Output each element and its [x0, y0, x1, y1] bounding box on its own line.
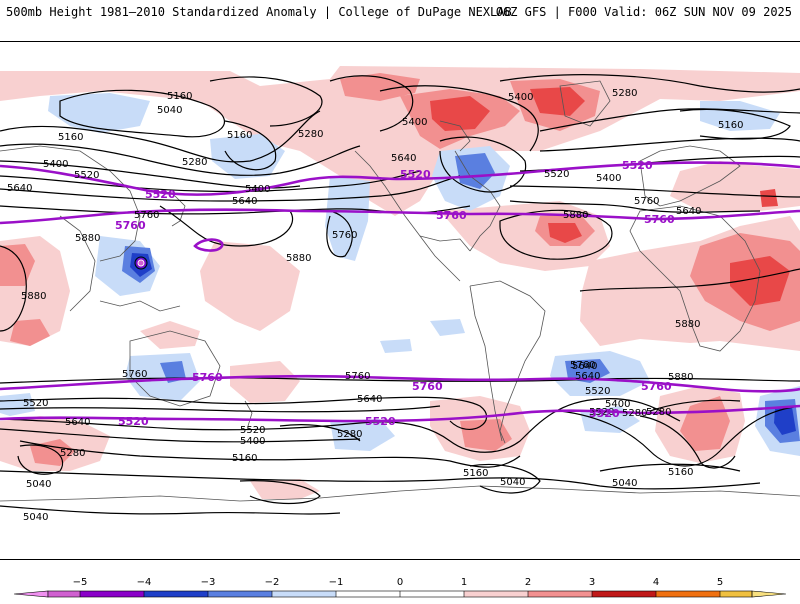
contour-label: 5040 [157, 105, 182, 116]
contour-label: 5640 [357, 394, 382, 405]
contour-label: 5160 [58, 132, 83, 143]
contour-label: 5760 [345, 371, 370, 382]
coastlines [0, 80, 800, 502]
contour-label: 5400 [402, 117, 427, 128]
contour-label: 5520 [23, 398, 48, 409]
colorbar-tick-label: 5 [717, 577, 723, 588]
contour-label: 5280 [612, 88, 637, 99]
colorbar-tick-label: 2 [525, 577, 531, 588]
contour-label: 5640 [575, 371, 600, 382]
colorbar-tick-label: −1 [329, 577, 344, 588]
contour-label-highlight: 5760 [644, 213, 675, 226]
contour-label: 5880 [75, 233, 100, 244]
contour-label: 5880 [563, 210, 588, 221]
contour-label: 5760 [570, 360, 595, 371]
contour-label-highlight: 5760 [192, 371, 223, 384]
highlight-contours [0, 161, 800, 423]
contour-label: 5880 [21, 291, 46, 302]
contour-label: 5760 [122, 369, 147, 380]
contour-label: 5160 [668, 467, 693, 478]
contour-label-highlight: 5760 [641, 380, 672, 393]
contour-label: 5760 [134, 210, 159, 221]
contour-label: 5160 [167, 91, 192, 102]
contour-label: 5400 [605, 399, 630, 410]
contour-label-highlight: 5760 [115, 219, 146, 232]
contour-label: 5280 [622, 408, 647, 419]
contour-label: 5280 [60, 448, 85, 459]
colorbar-tick-label: −4 [137, 577, 152, 588]
contour-label: 5280 [337, 429, 362, 440]
contour-label: 5160 [718, 120, 743, 131]
contour-label: 5400 [596, 173, 621, 184]
contour-label-highlight: 5520 [118, 415, 149, 428]
height-contours [0, 74, 800, 515]
contour-label-highlight: 5520 [589, 407, 620, 420]
contour-label: 5160 [232, 453, 257, 464]
contour-label: 5640 [65, 417, 90, 428]
contour-label: 5640 [572, 361, 597, 372]
contour-label: 5040 [500, 477, 525, 488]
contour-label: 5640 [232, 196, 257, 207]
contour-label: 5040 [612, 478, 637, 489]
anomaly-colorbar: −5 −4 −3 −2 −1 0 1 2 3 4 5 [0, 560, 800, 600]
colorbar-tick-label: 4 [653, 577, 659, 588]
contour-labels: 5160 5040 5160 5160 5280 5400 5520 5640 … [7, 88, 743, 523]
colorbar-ticks: −5 −4 −3 −2 −1 0 1 2 3 4 5 [73, 577, 724, 588]
contour-label-highlight: 5760 [436, 209, 467, 222]
contour-label: 5640 [7, 183, 32, 194]
contour-label-highlight: 5760 [412, 380, 443, 393]
colorbar-tick-label: 1 [461, 577, 467, 588]
contour-label: 5280 [182, 157, 207, 168]
contour-label: 5040 [23, 512, 48, 523]
tropical-cyclone-marker [134, 256, 148, 270]
contour-label: 5760 [634, 196, 659, 207]
map-title: 500mb Height 1981–2010 Standardized Anom… [6, 5, 512, 19]
contour-label: 5520 [544, 169, 569, 180]
contour-label: 5160 [227, 130, 252, 141]
contour-label: 5160 [463, 468, 488, 479]
contour-label: 5880 [675, 319, 700, 330]
model-run-info: 06Z GFS | F000 Valid: 06Z SUN NOV 09 202… [495, 5, 792, 19]
contour-label: 5400 [43, 159, 68, 170]
anomaly-map: 5160 5040 5160 5160 5280 5400 5520 5640 … [0, 41, 800, 560]
title-bar: 500mb Height 1981–2010 Standardized Anom… [0, 0, 800, 40]
contour-label: 5400 [508, 92, 533, 103]
contour-label: 5520 [240, 425, 265, 436]
colorbar-tick-label: 0 [397, 577, 403, 588]
contour-label-highlight: 5520 [622, 159, 653, 172]
contour-label: 5520 [585, 386, 610, 397]
contour-label: 5640 [676, 206, 701, 217]
contour-label-highlight: 5520 [365, 415, 396, 428]
map-svg: 5160 5040 5160 5160 5280 5400 5520 5640 … [0, 66, 800, 523]
contour-label: 5040 [26, 479, 51, 490]
colorbar-tick-label: −2 [265, 577, 280, 588]
contour-label: 5760 [332, 230, 357, 241]
colorbar-tick-label: −5 [73, 577, 88, 588]
contour-label: 5400 [245, 184, 270, 195]
contour-label-highlight: 5520 [400, 168, 431, 181]
colorbar-tick-label: 3 [589, 577, 595, 588]
contour-label: 5880 [668, 372, 693, 383]
colorbar-bar [13, 590, 787, 598]
contour-label: 5640 [391, 153, 416, 164]
contour-label: 5400 [240, 436, 265, 447]
contour-label: 5280 [646, 407, 671, 418]
contour-label: 5520 [589, 407, 614, 418]
contour-label: 5280 [298, 129, 323, 140]
contour-label: 5520 [74, 170, 99, 181]
colorbar-svg: −5 −4 −3 −2 −1 0 1 2 3 4 5 [13, 577, 787, 598]
contour-label-highlight: 5520 [145, 188, 176, 201]
contour-label: 5880 [286, 253, 311, 264]
highlight-contour-labels: 5520 5520 5520 5760 5760 5760 5520 5760 … [115, 159, 675, 428]
colorbar-tick-label: −3 [201, 577, 216, 588]
